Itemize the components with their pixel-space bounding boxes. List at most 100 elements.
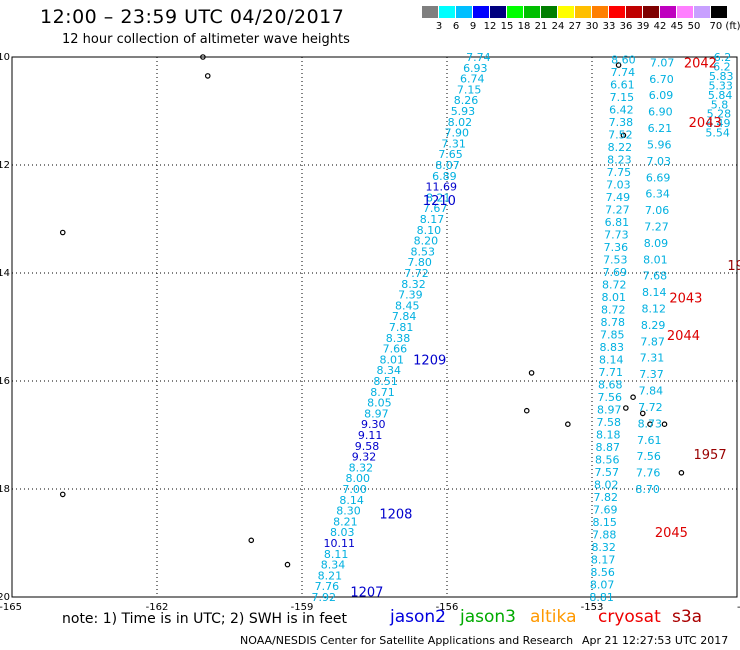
wave-height-value: 8.10 [417, 224, 442, 237]
wave-height-value: 8.01 [602, 291, 627, 304]
colorbar-label: 9 [469, 21, 477, 32]
colorbar-label: 36 [619, 21, 633, 32]
wave-height-value: 8.72 [601, 304, 626, 317]
wave-height-value: 7.31 [441, 137, 466, 150]
wave-height-value: 5.8 [711, 98, 729, 111]
island-outline [59, 491, 66, 498]
wave-height-value: 8.78 [601, 316, 626, 329]
wave-height-value: 8.70 [635, 483, 660, 496]
colorbar-cell [456, 6, 473, 18]
colorbar-cell [592, 6, 609, 18]
wave-height-value: 5.96 [647, 138, 672, 151]
wave-height-value: 6.70 [649, 73, 674, 86]
colorbar-label: 21 [534, 21, 548, 32]
wave-height-value: 8.14 [599, 354, 624, 367]
wave-height-value: 7.52 [608, 129, 633, 142]
footer-note: note: 1) Time is in UTC; 2) SWH is in fe… [62, 611, 348, 627]
wave-height-value: 9.30 [361, 418, 386, 431]
wave-height-value: 8.07 [435, 159, 460, 172]
colorbar-cell [694, 6, 711, 18]
wave-height-value: 7.37 [639, 368, 664, 381]
wave-height-value: 7.75 [607, 166, 632, 179]
colorbar-cell [524, 6, 541, 18]
wave-height-value: 8.23 [607, 154, 632, 167]
wave-height-value: 7.06 [645, 204, 670, 217]
wave-height-value: 8.03 [330, 526, 355, 539]
wave-height-value: 11.69 [426, 181, 458, 194]
lat-tick-label: -12 [0, 160, 10, 171]
island-outline [59, 229, 66, 236]
wave-height-value: 8.21 [318, 569, 343, 582]
wave-height-value: 8.87 [595, 441, 620, 454]
pass-number-label: 2043 [669, 291, 702, 306]
wave-height-value: 7.92 [312, 591, 337, 604]
island-outline [200, 54, 206, 60]
colorbar-cell [507, 6, 524, 18]
colorbar-cell [575, 6, 592, 18]
island-outline [284, 561, 291, 568]
wave-height-value: 7.85 [600, 329, 625, 342]
wave-height-value: 7.49 [606, 191, 631, 204]
wave-height-value: 6.34 [645, 188, 670, 201]
wave-height-value: 7.36 [604, 241, 629, 254]
wave-height-value: 7.87 [640, 335, 665, 348]
wave-height-value: 8.14 [339, 494, 364, 507]
wave-height-value: 7.00 [342, 483, 367, 496]
wave-height-value: 8.71 [370, 386, 395, 399]
wave-height-value: 7.38 [609, 116, 634, 129]
wave-height-value: 7.76 [315, 580, 340, 593]
island-outline [647, 421, 653, 428]
wave-height-value: 6.61 [610, 79, 635, 92]
wave-height-value: 8.97 [597, 404, 622, 417]
wave-height-value: 7.67 [423, 202, 448, 215]
wave-height-value: 8.56 [590, 566, 615, 579]
colorbar-cell [609, 6, 626, 18]
wave-height-value: 7.07 [650, 56, 675, 69]
lat-tick-label: -20 [0, 592, 10, 603]
wave-height-value: 8.60 [611, 54, 636, 67]
wave-height-value: 7.88 [592, 529, 617, 542]
wave-height-value: 8.51 [373, 375, 398, 388]
wave-height-value: 8.56 [595, 454, 620, 467]
wave-height-value: 8.22 [608, 141, 633, 154]
wave-height-value: 8.17 [420, 213, 445, 226]
wave-height-value: 7.03 [606, 179, 631, 192]
wave-height-value: 8.20 [414, 235, 439, 248]
wave-height-value: 7.81 [389, 321, 414, 334]
colorbar-cell [558, 6, 575, 18]
lon-tick-label: -156 [436, 602, 459, 613]
colorbar-cell [711, 6, 728, 18]
wave-height-value: 7.15 [457, 83, 482, 96]
wave-height-value: 8.18 [596, 429, 621, 442]
wave-height-value: 8.02 [448, 116, 473, 129]
lon-tick-label: -150 [737, 602, 740, 613]
colorbar-label: 50 [687, 21, 701, 32]
wave-height-value: 8.34 [376, 364, 401, 377]
colorbar-cell [473, 6, 490, 18]
colorbar-cell [677, 6, 694, 18]
wave-height-value: 7.61 [637, 434, 662, 447]
legend-item-jason3: jason3 [460, 607, 516, 627]
wave-height-value: 6.90 [648, 106, 673, 119]
legend-item-jason2: jason2 [390, 607, 446, 627]
wave-height-value: 6.2 [713, 60, 731, 73]
lat-tick-label: -14 [0, 268, 10, 279]
wave-height-value: 7.82 [593, 491, 618, 504]
wave-height-value: 7.57 [594, 466, 619, 479]
pass-number-label: 2045 [655, 526, 688, 541]
wave-height-value: 7.65 [438, 148, 463, 161]
wave-height-value: 8.72 [602, 279, 627, 292]
wave-height-value: 7.69 [593, 504, 618, 517]
wave-height-value: 8.32 [349, 461, 374, 474]
colorbar-cell [626, 6, 643, 18]
colorbar-label: 12 [483, 21, 497, 32]
wave-height-value: 8.21 [333, 515, 358, 528]
wave-height-value: 8.01 [643, 253, 668, 266]
colorbar-label: 30 [585, 21, 599, 32]
island-outline [565, 421, 571, 428]
colorbar-label: 70 (ft) [709, 21, 740, 32]
wave-height-value: 8.11 [324, 548, 349, 561]
wave-height-value: 6.49 [706, 117, 731, 130]
pass-number-label: 1210 [423, 194, 456, 209]
